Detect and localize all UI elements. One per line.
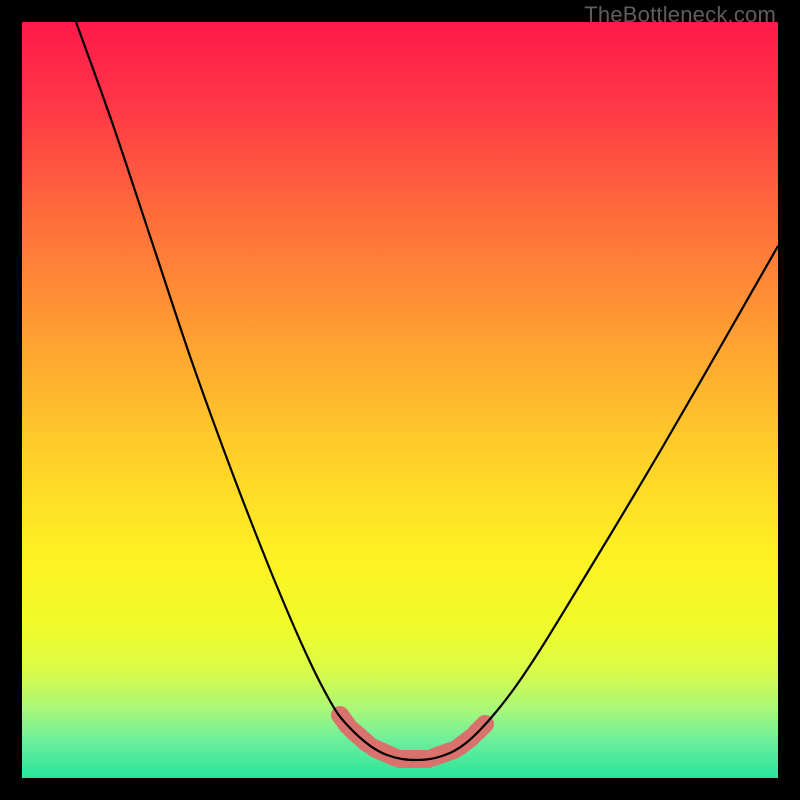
- chart-frame: TheBottleneck.com: [0, 0, 800, 800]
- plot-area: [22, 22, 778, 778]
- curve-layer: [22, 22, 778, 778]
- bottleneck-curve: [76, 22, 778, 760]
- valley-marker: [340, 715, 485, 759]
